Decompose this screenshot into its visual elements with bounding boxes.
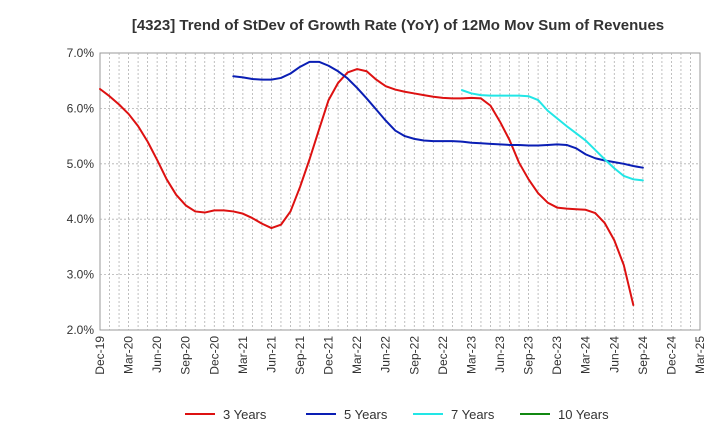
series-line-5-years: [232, 60, 644, 169]
x-axis-tick-labels: Dec-19 Mar-20 Jun-20 Sep-20 Dec-20 Mar-21 Jun-…: [93, 336, 707, 375]
x-tick-label: Dec-22: [436, 336, 450, 375]
legend-label-7-years: 7 Years: [451, 407, 495, 422]
series-line-3-years: [99, 68, 635, 307]
y-tick-label: 3.0%: [67, 268, 95, 282]
series-lines: [99, 60, 644, 307]
x-tick-label: Jun-20: [150, 336, 164, 373]
x-tick-label: Mar-24: [579, 336, 593, 374]
chart-title: [4323] Trend of StDev of Growth Rate (Yo…: [132, 17, 664, 34]
legend-label-10-years: 10 Years: [558, 407, 609, 422]
x-tick-label: Mar-20: [122, 336, 136, 374]
x-tick-label: Jun-22: [379, 336, 393, 373]
y-tick-label: 2.0%: [67, 323, 95, 337]
x-tick-label: Mar-25: [693, 336, 707, 374]
x-tick-label: Jun-21: [264, 336, 278, 373]
y-tick-label: 6.0%: [67, 101, 95, 115]
legend-label-3-years: 3 Years: [223, 407, 267, 422]
plot-area: [99, 52, 701, 331]
x-tick-label: Jun-23: [493, 336, 507, 373]
y-tick-label: 5.0%: [67, 157, 95, 171]
x-tick-label: Mar-21: [236, 336, 250, 374]
x-tick-label: Dec-24: [664, 336, 678, 375]
x-tick-label: Dec-21: [322, 336, 336, 375]
y-axis-tick-labels: 2.0% 3.0% 4.0% 5.0% 6.0% 7.0%: [67, 46, 95, 337]
x-tick-label: Dec-19: [93, 336, 107, 375]
x-tick-label: Sep-23: [522, 336, 536, 375]
y-tick-label: 7.0%: [67, 46, 95, 60]
x-tick-label: Jun-24: [607, 336, 621, 373]
series-line-7-years: [460, 89, 644, 182]
legend: 3 Years 5 Years 7 Years 10 Years: [185, 407, 609, 422]
x-tick-label: Dec-23: [550, 336, 564, 375]
legend-label-5-years: 5 Years: [344, 407, 388, 422]
x-tick-label: Dec-20: [207, 336, 221, 375]
x-tick-label: Sep-24: [636, 336, 650, 375]
x-tick-label: Sep-20: [179, 336, 193, 375]
x-tick-label: Sep-22: [407, 336, 421, 375]
x-tick-label: Mar-22: [350, 336, 364, 374]
y-tick-label: 4.0%: [67, 212, 95, 226]
x-tick-label: Mar-23: [464, 336, 478, 374]
x-tick-label: Sep-21: [293, 336, 307, 375]
plot-frame: [99, 52, 701, 331]
